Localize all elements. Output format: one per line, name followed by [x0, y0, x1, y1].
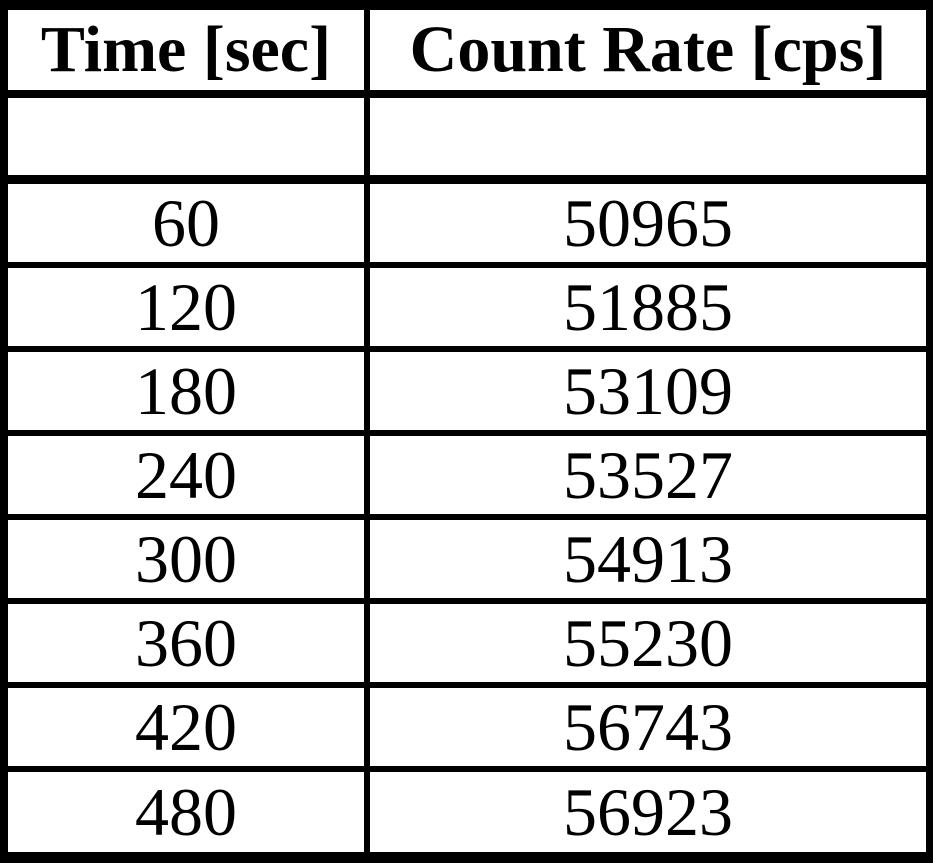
time-cell: 360 [135, 604, 237, 681]
column-divider [364, 268, 370, 346]
time-cell: 300 [135, 520, 237, 597]
column-divider [364, 184, 370, 262]
spacer-cell-time [8, 98, 364, 175]
count-rate-cell: 56923 [563, 773, 733, 850]
time-cell: 420 [135, 688, 237, 765]
row-divider [8, 598, 926, 604]
row-divider [8, 682, 926, 688]
table-row: 420 56743 [8, 688, 926, 766]
table-row: 60 50965 [8, 184, 926, 262]
header-cell-count-rate: Count Rate [cps] [409, 13, 887, 86]
time-cell: 120 [135, 268, 237, 345]
column-divider [364, 352, 370, 430]
column-divider [364, 10, 370, 90]
count-rate-cell: 56743 [563, 688, 733, 765]
time-cell: 180 [135, 352, 237, 429]
column-divider [364, 98, 370, 175]
header-row: Time [sec] Count Rate [cps] [8, 10, 926, 90]
column-divider [364, 520, 370, 598]
row-divider [8, 766, 926, 772]
row-divider [8, 346, 926, 352]
column-divider [364, 688, 370, 766]
table-row: 300 54913 [8, 520, 926, 598]
count-rate-cell: 50965 [563, 184, 733, 261]
column-divider [364, 604, 370, 682]
time-cell: 480 [135, 773, 237, 850]
column-divider [364, 436, 370, 514]
header-cell-time: Time [sec] [40, 13, 332, 86]
count-rate-cell: 53109 [563, 352, 733, 429]
row-divider [8, 430, 926, 436]
table-row: 240 53527 [8, 436, 926, 514]
count-rate-cell: 54913 [563, 520, 733, 597]
spacer-row [8, 98, 926, 175]
count-rate-cell: 53527 [563, 436, 733, 513]
table-row: 360 55230 [8, 604, 926, 682]
table-row: 120 51885 [8, 268, 926, 346]
count-rate-cell: 51885 [563, 268, 733, 345]
column-divider [364, 772, 370, 852]
row-divider [8, 514, 926, 520]
row-divider [8, 262, 926, 268]
spacer-cell-count-rate [370, 98, 926, 175]
table-row: 180 53109 [8, 352, 926, 430]
table-row: 480 56923 [8, 772, 926, 852]
row-divider [8, 90, 926, 98]
row-divider [8, 175, 926, 184]
count-rate-cell: 55230 [563, 604, 733, 681]
time-cell: 60 [152, 184, 220, 261]
time-cell: 240 [135, 436, 237, 513]
